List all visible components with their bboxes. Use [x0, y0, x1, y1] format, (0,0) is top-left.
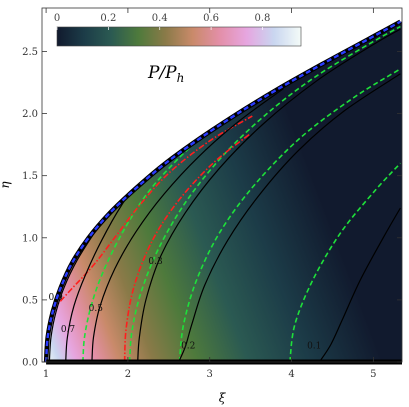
y-tick-label: 0.0: [22, 358, 38, 369]
colorbar-bar: [56, 26, 302, 47]
colorbar-label-main: P/P: [147, 63, 177, 83]
colorbar-tick-label: 0.8: [255, 13, 271, 24]
x-axis-label: ξ: [219, 391, 227, 405]
x-tick-label: 2: [125, 369, 131, 380]
contours: [47, 25, 401, 363]
solid-contour: [318, 207, 401, 363]
x-tick-label: 3: [207, 369, 213, 380]
colorbar: 0 0.2 0.4 0.6 0.8 P/Ph: [54, 13, 302, 85]
contour-label: 0.5: [89, 304, 104, 314]
plot-area: 0.90.70.50.30.2 0.1: [42, 8, 402, 365]
solid-contour: [91, 88, 284, 363]
colorbar-label-sub: h: [177, 71, 185, 85]
contour-label: 0.2: [181, 341, 195, 351]
red-dashdot-contour: [123, 132, 252, 363]
x-tick-label: 4: [288, 369, 294, 380]
red-dashdot-contour: [52, 115, 253, 311]
heatmap-fill: [46, 21, 402, 363]
colorbar-ticks: 0 0.2 0.4 0.6 0.8: [54, 13, 271, 30]
green-dashed-contour: [128, 25, 401, 363]
y-tick-label: 2.5: [22, 47, 38, 58]
colorbar-tick-label: 0.6: [203, 13, 219, 24]
axes: 1 2 3 4 5 0.0 0.5 1.0 1.5 2.0 2.5: [22, 7, 403, 380]
x-tick-label: 5: [370, 369, 376, 380]
solid-contour: [65, 175, 144, 363]
x-tick-label: 1: [43, 369, 49, 380]
colorbar-tick-label: 0.2: [100, 13, 116, 24]
colorbar-label: P/Ph: [147, 63, 184, 85]
contour-label: 0.7: [61, 325, 76, 335]
colorbar-tick-label: 0: [54, 13, 60, 24]
contour-label: 0.1: [307, 341, 321, 351]
solid-contour: [178, 73, 401, 363]
y-tick-label: 2.0: [22, 109, 38, 120]
green-dashed-contour: [82, 125, 215, 363]
y-tick-label: 1.0: [22, 233, 38, 244]
solid-contour: [137, 28, 401, 363]
colorbar-tick-label: 0.4: [152, 13, 168, 24]
y-tick-label: 0.5: [22, 295, 38, 306]
boundary-dashed-line: [44, 20, 401, 363]
contour-label: 0.3: [148, 257, 163, 267]
green-dashed-contour: [178, 68, 401, 363]
solid-contour: [48, 231, 96, 363]
axes-frame: [41, 7, 403, 363]
y-tick-label: 1.5: [22, 171, 38, 182]
y-axis-label: η: [0, 181, 12, 189]
green-dashed-contour: [289, 162, 401, 363]
